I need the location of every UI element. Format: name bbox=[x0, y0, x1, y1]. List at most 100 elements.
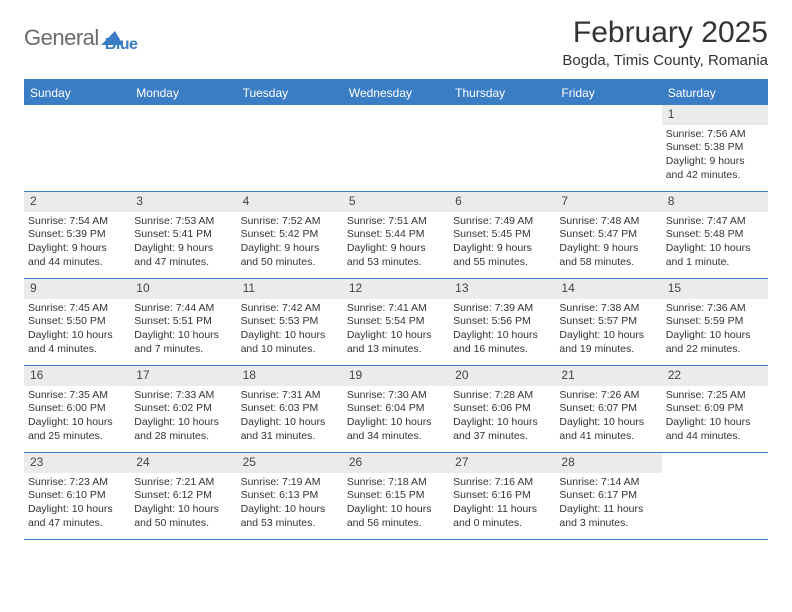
sunset-line: Sunset: 6:12 PM bbox=[134, 489, 232, 503]
sunset-line: Sunset: 5:51 PM bbox=[134, 315, 232, 329]
sunset-line: Sunset: 5:42 PM bbox=[241, 228, 339, 242]
calendar-day-cell: 20 Sunrise: 7:28 AMSunset: 6:06 PMDayligh… bbox=[449, 366, 555, 452]
daylight-line: Daylight: 10 hours and 56 minutes. bbox=[347, 503, 445, 530]
sunrise-line: Sunrise: 7:23 AM bbox=[28, 476, 126, 490]
sunrise-line: Sunrise: 7:28 AM bbox=[453, 389, 551, 403]
calendar-day-cell: 21Sunrise: 7:26 AMSunset: 6:07 PMDayligh… bbox=[555, 366, 661, 452]
sunset-line: Sunset: 6:16 PM bbox=[453, 489, 551, 503]
day-number: 22 bbox=[662, 366, 768, 386]
sunset-line: Sunset: 5:44 PM bbox=[347, 228, 445, 242]
weekday-header: Saturday bbox=[662, 81, 768, 105]
sunset-line: Sunset: 6:09 PM bbox=[666, 402, 764, 416]
weekday-header: Tuesday bbox=[237, 81, 343, 105]
sunset-line: Sunset: 5:45 PM bbox=[453, 228, 551, 242]
daylight-line: Daylight: 10 hours and 1 minute. bbox=[666, 242, 764, 269]
sunrise-line: Sunrise: 7:19 AM bbox=[241, 476, 339, 490]
calendar-day-cell: 3Sunrise: 7:53 AMSunset: 5:41 PMDaylight… bbox=[130, 192, 236, 278]
daylight-line: Daylight: 10 hours and 19 minutes. bbox=[559, 329, 657, 356]
title-block: February 2025 Bogda, Timis County, Roman… bbox=[562, 16, 768, 69]
sunset-line: Sunset: 5:57 PM bbox=[559, 315, 657, 329]
day-number: 19 bbox=[343, 366, 449, 386]
weekday-header: Friday bbox=[555, 81, 661, 105]
calendar-day-cell: 27Sunrise: 7:16 AMSunset: 6:16 PMDayligh… bbox=[449, 453, 555, 539]
daylight-line: Daylight: 10 hours and 53 minutes. bbox=[241, 503, 339, 530]
sunset-line: Sunset: 6:00 PM bbox=[28, 402, 126, 416]
sunrise-line: Sunrise: 7:16 AM bbox=[453, 476, 551, 490]
calendar-day-cell: 2Sunrise: 7:54 AMSunset: 5:39 PMDaylight… bbox=[24, 192, 130, 278]
header: General Blue February 2025 Bogda, Timis … bbox=[24, 16, 768, 69]
day-number: 13 bbox=[449, 279, 555, 299]
calendar-day-cell bbox=[343, 105, 449, 191]
location-text: Bogda, Timis County, Romania bbox=[562, 52, 768, 69]
calendar-day-cell: 7Sunrise: 7:48 AMSunset: 5:47 PMDaylight… bbox=[555, 192, 661, 278]
day-number: 15 bbox=[662, 279, 768, 299]
sunrise-line: Sunrise: 7:31 AM bbox=[241, 389, 339, 403]
sunset-line: Sunset: 6:02 PM bbox=[134, 402, 232, 416]
calendar-day-cell: 19Sunrise: 7:30 AMSunset: 6:04 PMDayligh… bbox=[343, 366, 449, 452]
day-number: 24 bbox=[130, 453, 236, 473]
calendar-week-row: 1Sunrise: 7:56 AMSunset: 5:38 PMDaylight… bbox=[24, 105, 768, 192]
sunrise-line: Sunrise: 7:53 AM bbox=[134, 215, 232, 229]
daylight-line: Daylight: 10 hours and 44 minutes. bbox=[666, 416, 764, 443]
calendar-day-cell: 17Sunrise: 7:33 AMSunset: 6:02 PMDayligh… bbox=[130, 366, 236, 452]
day-number: 12 bbox=[343, 279, 449, 299]
calendar-day-cell: 18Sunrise: 7:31 AMSunset: 6:03 PMDayligh… bbox=[237, 366, 343, 452]
sunrise-line: Sunrise: 7:21 AM bbox=[134, 476, 232, 490]
sunset-line: Sunset: 6:03 PM bbox=[241, 402, 339, 416]
day-number: 18 bbox=[237, 366, 343, 386]
daylight-line: Daylight: 11 hours and 3 minutes. bbox=[559, 503, 657, 530]
sunrise-line: Sunrise: 7:38 AM bbox=[559, 302, 657, 316]
day-number: 3 bbox=[130, 192, 236, 212]
day-number: 8 bbox=[662, 192, 768, 212]
day-number: 5 bbox=[343, 192, 449, 212]
calendar-day-cell: 6Sunrise: 7:49 AMSunset: 5:45 PMDaylight… bbox=[449, 192, 555, 278]
sunrise-line: Sunrise: 7:45 AM bbox=[28, 302, 126, 316]
daylight-line: Daylight: 10 hours and 25 minutes. bbox=[28, 416, 126, 443]
sunrise-line: Sunrise: 7:54 AM bbox=[28, 215, 126, 229]
daylight-line: Daylight: 10 hours and 16 minutes. bbox=[453, 329, 551, 356]
daylight-line: Daylight: 10 hours and 41 minutes. bbox=[559, 416, 657, 443]
day-number: 2 bbox=[24, 192, 130, 212]
logo-text-general: General bbox=[24, 25, 99, 51]
calendar-day-cell: 10Sunrise: 7:44 AMSunset: 5:51 PMDayligh… bbox=[130, 279, 236, 365]
sunset-line: Sunset: 6:06 PM bbox=[453, 402, 551, 416]
calendar-day-cell bbox=[237, 105, 343, 191]
sunset-line: Sunset: 5:38 PM bbox=[666, 141, 764, 155]
calendar-day-cell bbox=[449, 105, 555, 191]
daylight-line: Daylight: 9 hours and 58 minutes. bbox=[559, 242, 657, 269]
weekday-header: Thursday bbox=[449, 81, 555, 105]
daylight-line: Daylight: 10 hours and 22 minutes. bbox=[666, 329, 764, 356]
sunset-line: Sunset: 5:54 PM bbox=[347, 315, 445, 329]
day-number: 6 bbox=[449, 192, 555, 212]
calendar-day-cell: 26Sunrise: 7:18 AMSunset: 6:15 PMDayligh… bbox=[343, 453, 449, 539]
calendar: SundayMondayTuesdayWednesdayThursdayFrid… bbox=[24, 79, 768, 540]
sunrise-line: Sunrise: 7:42 AM bbox=[241, 302, 339, 316]
daylight-line: Daylight: 9 hours and 42 minutes. bbox=[666, 155, 764, 182]
calendar-day-cell: 5Sunrise: 7:51 AMSunset: 5:44 PMDaylight… bbox=[343, 192, 449, 278]
daylight-line: Daylight: 10 hours and 37 minutes. bbox=[453, 416, 551, 443]
weekday-header-row: SundayMondayTuesdayWednesdayThursdayFrid… bbox=[24, 81, 768, 105]
sunset-line: Sunset: 6:15 PM bbox=[347, 489, 445, 503]
sunrise-line: Sunrise: 7:52 AM bbox=[241, 215, 339, 229]
calendar-day-cell: 28Sunrise: 7:14 AMSunset: 6:17 PMDayligh… bbox=[555, 453, 661, 539]
daylight-line: Daylight: 9 hours and 44 minutes. bbox=[28, 242, 126, 269]
sunrise-line: Sunrise: 7:44 AM bbox=[134, 302, 232, 316]
logo: General Blue bbox=[24, 22, 137, 54]
day-number: 23 bbox=[24, 453, 130, 473]
day-number: 21 bbox=[555, 366, 661, 386]
calendar-weeks: 1Sunrise: 7:56 AMSunset: 5:38 PMDaylight… bbox=[24, 105, 768, 540]
calendar-day-cell: 8Sunrise: 7:47 AMSunset: 5:48 PMDaylight… bbox=[662, 192, 768, 278]
calendar-day-cell bbox=[130, 105, 236, 191]
day-number: 20 bbox=[449, 366, 555, 386]
day-number: 16 bbox=[24, 366, 130, 386]
daylight-line: Daylight: 10 hours and 34 minutes. bbox=[347, 416, 445, 443]
sunset-line: Sunset: 5:41 PM bbox=[134, 228, 232, 242]
calendar-day-cell: 24Sunrise: 7:21 AMSunset: 6:12 PMDayligh… bbox=[130, 453, 236, 539]
daylight-line: Daylight: 10 hours and 7 minutes. bbox=[134, 329, 232, 356]
day-number: 26 bbox=[343, 453, 449, 473]
sunrise-line: Sunrise: 7:14 AM bbox=[559, 476, 657, 490]
day-number: 28 bbox=[555, 453, 661, 473]
daylight-line: Daylight: 10 hours and 28 minutes. bbox=[134, 416, 232, 443]
sunrise-line: Sunrise: 7:47 AM bbox=[666, 215, 764, 229]
sunrise-line: Sunrise: 7:30 AM bbox=[347, 389, 445, 403]
